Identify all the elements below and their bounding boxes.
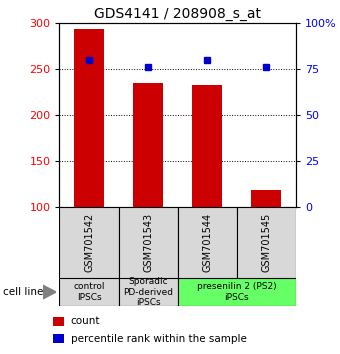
Text: cell line: cell line <box>3 287 44 297</box>
Text: control
IPSCs: control IPSCs <box>73 282 105 302</box>
Text: presenilin 2 (PS2)
iPSCs: presenilin 2 (PS2) iPSCs <box>197 282 276 302</box>
Text: GSM701544: GSM701544 <box>202 213 212 272</box>
Bar <box>192 85 222 207</box>
Text: Sporadic
PD-derived
iPSCs: Sporadic PD-derived iPSCs <box>123 277 173 307</box>
Text: percentile rank within the sample: percentile rank within the sample <box>71 333 247 344</box>
Bar <box>119 207 177 278</box>
Text: GSM701543: GSM701543 <box>143 213 153 272</box>
Bar <box>252 190 281 207</box>
Bar <box>177 207 237 278</box>
Bar <box>53 335 64 343</box>
Bar <box>74 29 104 207</box>
Bar <box>53 318 64 326</box>
Bar <box>59 278 119 306</box>
Text: GSM701545: GSM701545 <box>261 213 271 272</box>
Title: GDS4141 / 208908_s_at: GDS4141 / 208908_s_at <box>94 7 261 21</box>
Text: count: count <box>71 316 100 326</box>
Bar <box>237 207 296 278</box>
Bar <box>177 278 296 306</box>
Bar <box>119 278 177 306</box>
Bar <box>133 83 163 207</box>
Polygon shape <box>42 285 56 299</box>
Bar <box>59 207 119 278</box>
Text: GSM701542: GSM701542 <box>84 213 94 272</box>
